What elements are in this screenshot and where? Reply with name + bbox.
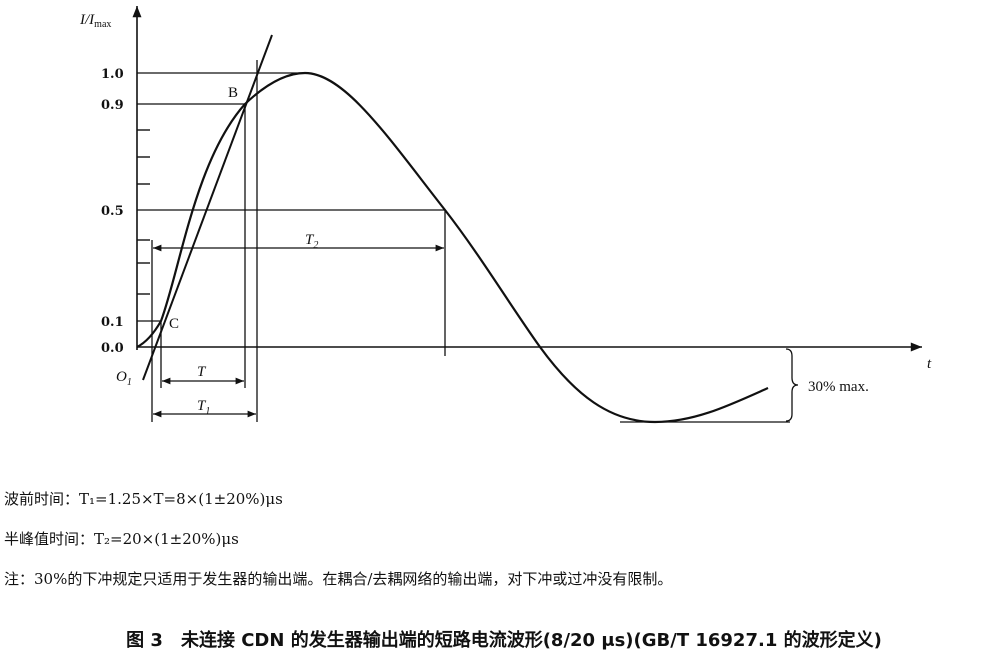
tick-label: 1.0	[101, 67, 124, 82]
note-front-time: 波前时间：T₁=1.25×T=8×(1±20%)μs	[4, 490, 283, 508]
note-undershoot: 注：30%的下冲规定只适用于发生器的输出端。在耦合/去耦网络的输出端，对下冲或过…	[4, 570, 673, 588]
point-c-label: C	[169, 316, 179, 332]
t-label: T	[197, 364, 207, 380]
waveform-diagram: I/Imax t 1.0 0.9 0.5 0.1 0.0 B C O1 T2 T…	[79, 6, 932, 424]
tick-label: 0.9	[101, 98, 124, 113]
tick-label: 0.1	[101, 315, 124, 330]
undershoot-brace	[785, 348, 799, 422]
point-b-label: B	[228, 85, 238, 101]
cb-line	[142, 34, 273, 381]
minor-ticks	[137, 129, 150, 295]
figure-caption: 图 3 未连接 CDN 的发生器输出端的短路电流波形(8/20 μs)(GB/T…	[126, 630, 882, 651]
y-axis-label: I/Imax	[79, 12, 111, 30]
tick-label: 0.5	[101, 204, 124, 219]
note-half-peak-time: 半峰值时间：T₂=20×(1±20%)μs	[4, 530, 239, 548]
current-waveform	[136, 71, 769, 424]
point-o1-label: O1	[116, 369, 132, 388]
t1-label: T1	[197, 398, 210, 417]
t2-label: T2	[305, 232, 318, 251]
x-axis-label: t	[927, 356, 932, 372]
tick-label: 0.0	[101, 341, 124, 356]
undershoot-label: 30% max.	[808, 379, 869, 395]
